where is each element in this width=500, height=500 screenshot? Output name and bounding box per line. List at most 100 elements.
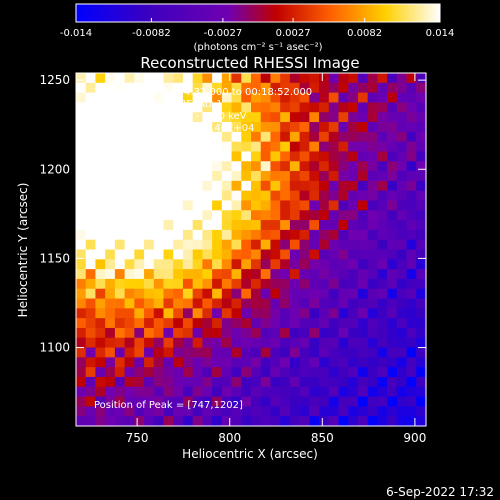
- heatmap-cell: [95, 151, 106, 162]
- heatmap-cell: [76, 406, 87, 417]
- heatmap-cell: [377, 220, 388, 231]
- heatmap-cell: [328, 367, 340, 378]
- heatmap-cell: [95, 102, 106, 113]
- heatmap-cell: [192, 259, 203, 270]
- heatmap-cell: [416, 210, 427, 221]
- heatmap-cell: [270, 249, 281, 260]
- heatmap-cell: [163, 416, 174, 427]
- heatmap-cell: [241, 318, 252, 329]
- heatmap-cell: [212, 171, 223, 182]
- heatmap-cell: [251, 357, 262, 368]
- heatmap-cell: [76, 122, 87, 133]
- heatmap-cell: [85, 210, 97, 221]
- heatmap-cell: [328, 210, 340, 221]
- heatmap-cell: [95, 141, 106, 153]
- heatmap-cell: [309, 102, 320, 113]
- heatmap-cell: [76, 259, 87, 270]
- heatmap-cell: [289, 73, 301, 84]
- heatmap-cell: [192, 239, 203, 251]
- heatmap-cell: [85, 200, 97, 211]
- heatmap-cell: [85, 102, 97, 113]
- heatmap-cell: [241, 288, 252, 300]
- heatmap-cell: [76, 190, 87, 202]
- heatmap-cell: [85, 347, 97, 358]
- heatmap-cell: [367, 337, 378, 349]
- heatmap-cell: [153, 180, 165, 192]
- heatmap-cell: [212, 190, 223, 202]
- heatmap-cell: [377, 210, 388, 221]
- heatmap-cell: [202, 288, 213, 300]
- heatmap-cell: [406, 112, 417, 123]
- heatmap-cell: [114, 210, 126, 221]
- heatmap-cell: [85, 357, 97, 368]
- heatmap-cell: [260, 406, 272, 417]
- heatmap-cell: [251, 416, 262, 427]
- heatmap-cell: [357, 171, 369, 182]
- heatmap-cell: [367, 327, 378, 339]
- annotation-time-range: 24-Sep-2011 00:14:32.000 to 00:18:52.000: [94, 87, 312, 98]
- heatmap-cell: [182, 112, 194, 123]
- heatmap-cell: [241, 171, 252, 182]
- heatmap-cell: [202, 308, 213, 319]
- heatmap-cell: [144, 190, 155, 202]
- heatmap-cell: [319, 347, 330, 358]
- heatmap-cell: [163, 180, 174, 192]
- heatmap-cell: [289, 347, 301, 358]
- heatmap-cell: [192, 82, 203, 94]
- heatmap-cell: [348, 249, 359, 260]
- heatmap-cell: [338, 161, 349, 172]
- heatmap-cell: [212, 151, 223, 162]
- heatmap-cell: [221, 82, 233, 94]
- heatmap-cell: [319, 82, 330, 94]
- heatmap-cell: [299, 210, 310, 221]
- heatmap-cell: [114, 239, 126, 251]
- heatmap-cell: [76, 357, 87, 368]
- heatmap-cell: [338, 73, 349, 84]
- heatmap-cell: [202, 327, 213, 339]
- heatmap-cell: [202, 396, 213, 407]
- heatmap-cell: [192, 122, 203, 133]
- heatmap-cell: [153, 386, 165, 398]
- heatmap-cell: [387, 298, 398, 309]
- heatmap-cell: [173, 288, 184, 300]
- heatmap-cell: [319, 239, 330, 251]
- heatmap-cell: [182, 327, 194, 339]
- heatmap-cell: [221, 318, 233, 329]
- heatmap-cell: [105, 151, 116, 162]
- heatmap-cell: [251, 337, 262, 349]
- heatmap-cell: [289, 406, 301, 417]
- heatmap-cell: [367, 259, 378, 270]
- heatmap-cell: [202, 92, 213, 104]
- heatmap-cell: [124, 337, 135, 349]
- heatmap-cell: [114, 73, 126, 84]
- heatmap-cell: [299, 190, 310, 202]
- heatmap-cell: [299, 298, 310, 309]
- heatmap-cell: [251, 386, 262, 398]
- heatmap-cell: [124, 122, 135, 133]
- heatmap-cell: [377, 298, 388, 309]
- heatmap-cell: [299, 357, 310, 368]
- heatmap-cell: [280, 269, 291, 280]
- heatmap-cell: [348, 210, 359, 221]
- heatmap-cell: [289, 220, 301, 231]
- heatmap-cell: [76, 327, 87, 339]
- heatmap-cell: [309, 386, 320, 398]
- heatmap-cell: [114, 396, 126, 407]
- heatmap-cell: [134, 239, 145, 251]
- heatmap-cell: [173, 396, 184, 407]
- heatmap-cell: [182, 259, 194, 270]
- heatmap-cell: [182, 190, 194, 202]
- heatmap-cell: [396, 112, 408, 123]
- heatmap-cell: [289, 161, 301, 172]
- heatmap-cell: [416, 269, 427, 280]
- heatmap-cell: [357, 318, 369, 329]
- heatmap-cell: [173, 367, 184, 378]
- heatmap-cell: [231, 112, 242, 123]
- heatmap-cell: [144, 151, 155, 162]
- heatmap-cell: [299, 269, 310, 280]
- heatmap-cell: [163, 386, 174, 398]
- heatmap-cell: [163, 396, 174, 407]
- heatmap-cell: [367, 131, 378, 143]
- heatmap-cell: [377, 318, 388, 329]
- x-tick-label: 800: [218, 431, 241, 445]
